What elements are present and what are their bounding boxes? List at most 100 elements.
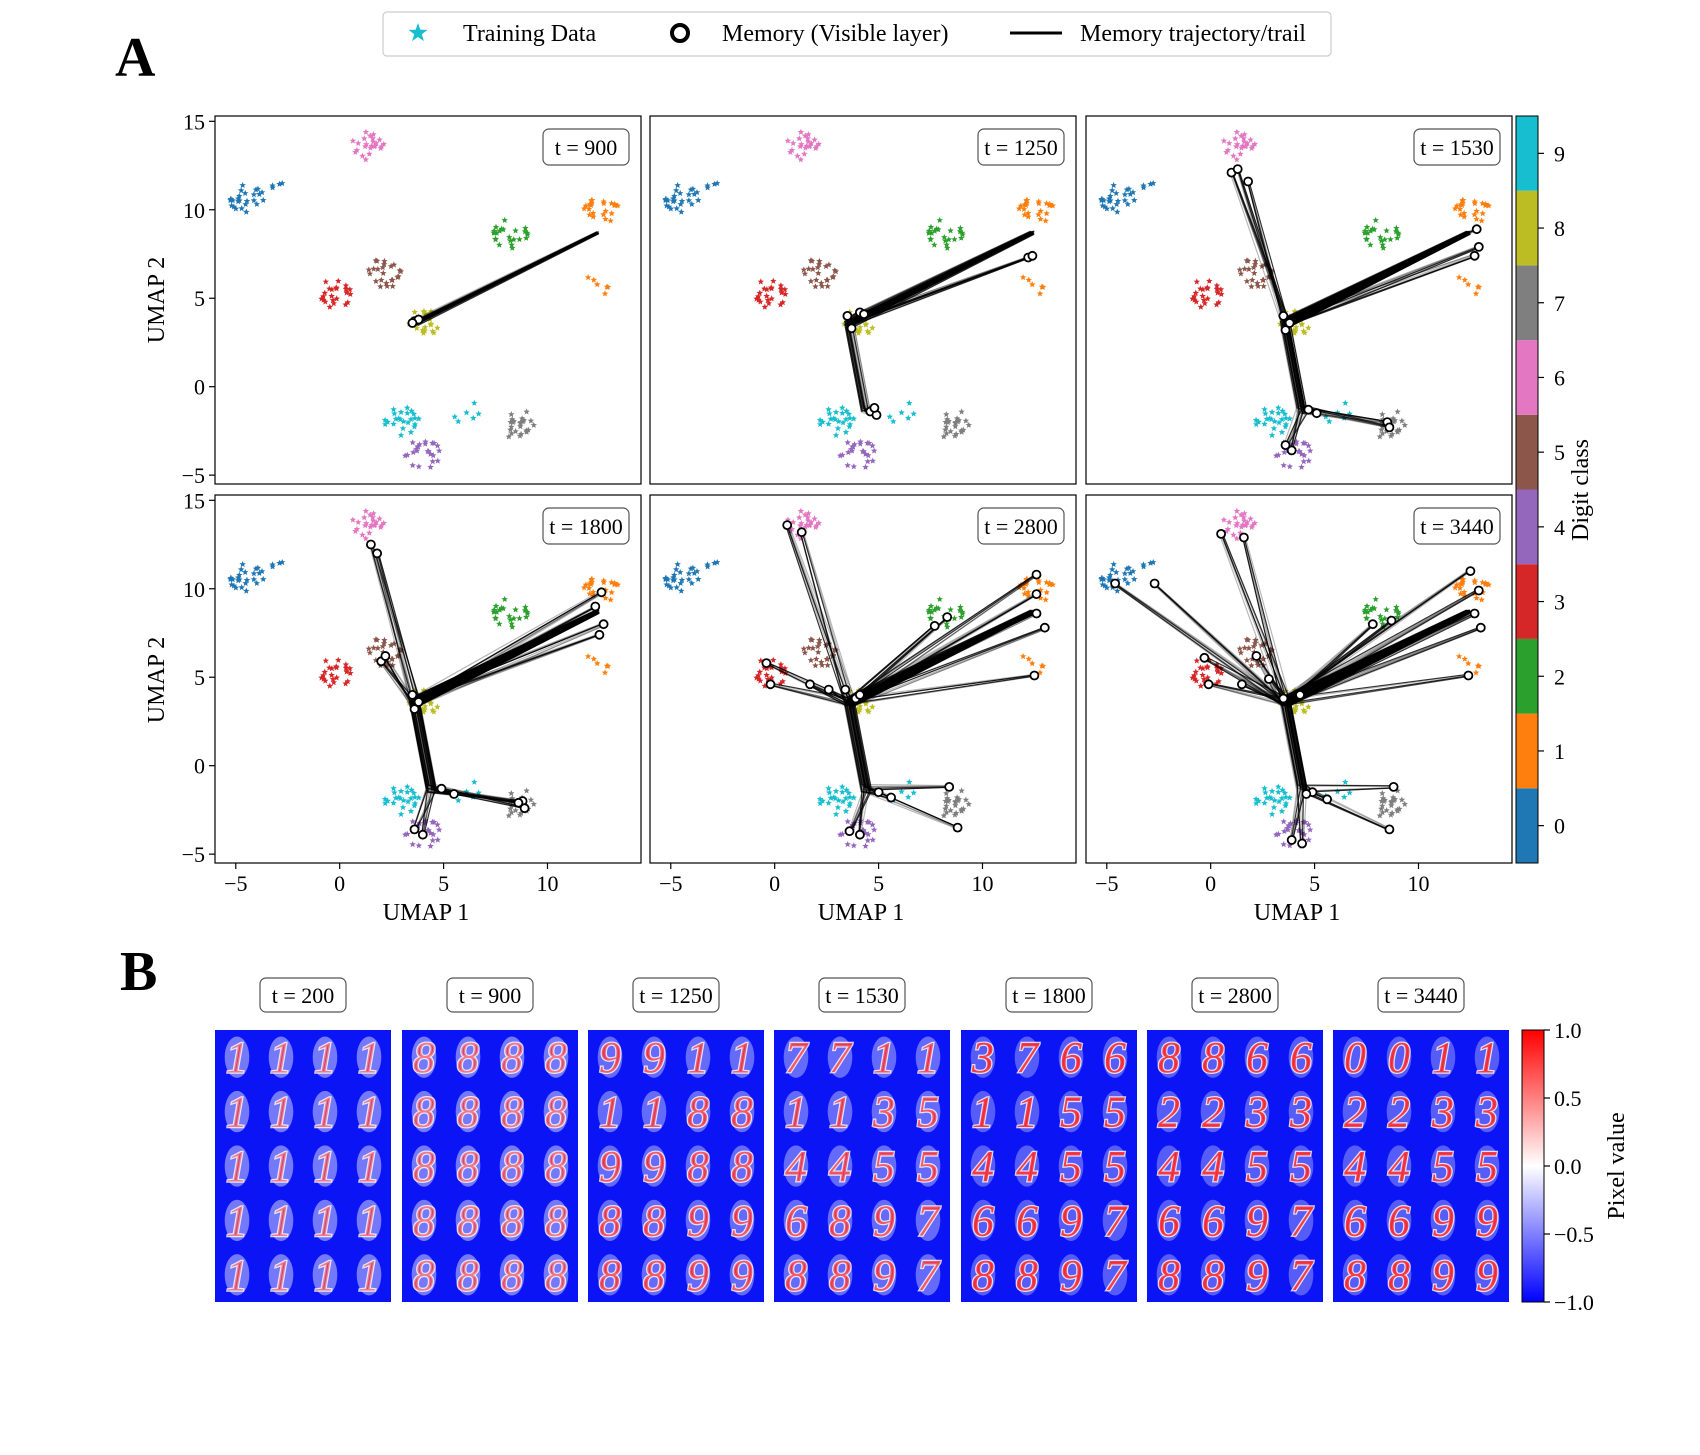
training-point <box>1243 636 1251 643</box>
xlabel-col2: UMAP 1 <box>818 900 904 926</box>
training-point <box>1282 421 1290 428</box>
training-point <box>318 674 325 681</box>
training-point <box>797 128 805 135</box>
training-point <box>344 678 351 685</box>
pixel-colorbar <box>1521 1029 1545 1303</box>
training-point <box>674 181 681 189</box>
training-point <box>1214 668 1221 675</box>
training-point <box>335 656 342 663</box>
training-point <box>1241 265 1248 272</box>
training-point <box>805 644 812 651</box>
training-point <box>250 570 258 577</box>
training-point <box>1039 662 1047 669</box>
training-point <box>898 788 905 795</box>
training-point <box>824 661 831 669</box>
x-tick-label: 0 <box>769 871 780 896</box>
training-point <box>801 132 809 139</box>
training-point <box>422 819 429 826</box>
training-point <box>869 703 876 710</box>
training-point <box>250 197 258 204</box>
training-point <box>601 669 609 676</box>
training-point <box>328 665 336 672</box>
training-point <box>410 410 418 417</box>
training-point <box>1291 708 1298 715</box>
training-point <box>1282 414 1290 422</box>
memory-digit: 1 <box>358 1088 380 1137</box>
x-tick-label: −5 <box>1095 871 1118 896</box>
training-point <box>347 290 354 297</box>
memory-point <box>513 797 524 808</box>
training-point <box>862 320 870 327</box>
training-point <box>279 559 286 566</box>
memory-point <box>1297 838 1307 849</box>
training-point <box>320 296 327 303</box>
memory-digit: 6 <box>972 1196 994 1245</box>
memory-digit: 9 <box>1476 1196 1498 1245</box>
training-point <box>381 416 389 423</box>
memory-digit: 8 <box>1158 1033 1180 1082</box>
training-point <box>236 571 243 578</box>
training-point <box>1392 607 1400 614</box>
memory-point <box>1027 250 1038 261</box>
training-point <box>395 273 402 280</box>
training-point <box>434 324 441 331</box>
training-point <box>1482 200 1489 207</box>
memory-digit: 1 <box>270 1142 292 1191</box>
training-point <box>252 565 260 572</box>
training-point <box>269 184 276 191</box>
training-point <box>383 658 390 665</box>
memory-digit: 6 <box>1344 1196 1366 1245</box>
training-point <box>1217 286 1225 293</box>
subplot-time-label: t = 1530 <box>1420 135 1494 160</box>
training-point <box>943 423 950 430</box>
training-point <box>1273 831 1280 838</box>
training-point <box>1295 827 1302 834</box>
training-point <box>328 292 335 299</box>
training-point <box>955 416 962 423</box>
training-point <box>588 197 595 204</box>
training-point <box>962 417 970 424</box>
legend-label-trail: Memory trajectory/trail <box>1080 21 1306 47</box>
training-point <box>770 656 777 663</box>
training-point <box>898 409 905 416</box>
training-point <box>778 289 785 296</box>
training-point <box>951 236 958 243</box>
training-point <box>366 270 374 277</box>
training-point <box>232 205 240 212</box>
training-point <box>429 328 436 335</box>
training-point <box>237 187 245 194</box>
training-point <box>1020 205 1028 212</box>
training-point <box>1200 296 1208 303</box>
training-point <box>236 192 243 199</box>
training-point <box>1334 788 1341 795</box>
umap-subplot: t = 1250 <box>649 115 1077 485</box>
training-point <box>588 579 595 586</box>
memory-point <box>407 690 418 700</box>
training-point <box>688 200 695 207</box>
training-point <box>801 511 809 518</box>
image-time-label: t = 900 <box>459 983 522 1008</box>
training-point <box>1286 415 1293 422</box>
memory-point <box>1311 408 1322 419</box>
training-point <box>931 606 938 613</box>
training-point <box>1129 189 1137 196</box>
training-point <box>1479 210 1486 217</box>
memory-digit: 8 <box>457 1088 479 1137</box>
training-point <box>834 804 842 811</box>
memory-digit: 6 <box>1158 1196 1180 1245</box>
training-point <box>1377 612 1384 620</box>
training-point <box>501 595 508 602</box>
memory-digit: 1 <box>1016 1088 1038 1137</box>
training-point <box>796 135 803 142</box>
memory-digit: 1 <box>917 1033 939 1082</box>
training-point <box>1378 805 1385 812</box>
training-point <box>362 535 369 542</box>
memory-point <box>1473 241 1484 252</box>
xlabel-col1: UMAP 1 <box>383 900 469 926</box>
training-point <box>349 137 357 144</box>
training-point <box>496 620 503 627</box>
memory-digit: 1 <box>829 1088 851 1137</box>
training-point <box>827 794 835 801</box>
training-point <box>471 778 478 785</box>
training-point <box>387 641 395 649</box>
